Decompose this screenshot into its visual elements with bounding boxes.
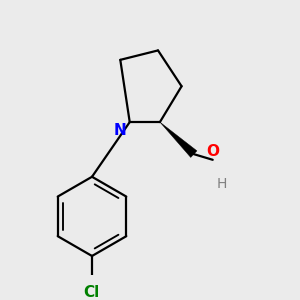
Text: Cl: Cl: [83, 285, 99, 300]
Text: N: N: [113, 123, 126, 138]
Text: O: O: [206, 144, 219, 159]
Polygon shape: [160, 122, 197, 158]
Text: H: H: [217, 177, 227, 191]
